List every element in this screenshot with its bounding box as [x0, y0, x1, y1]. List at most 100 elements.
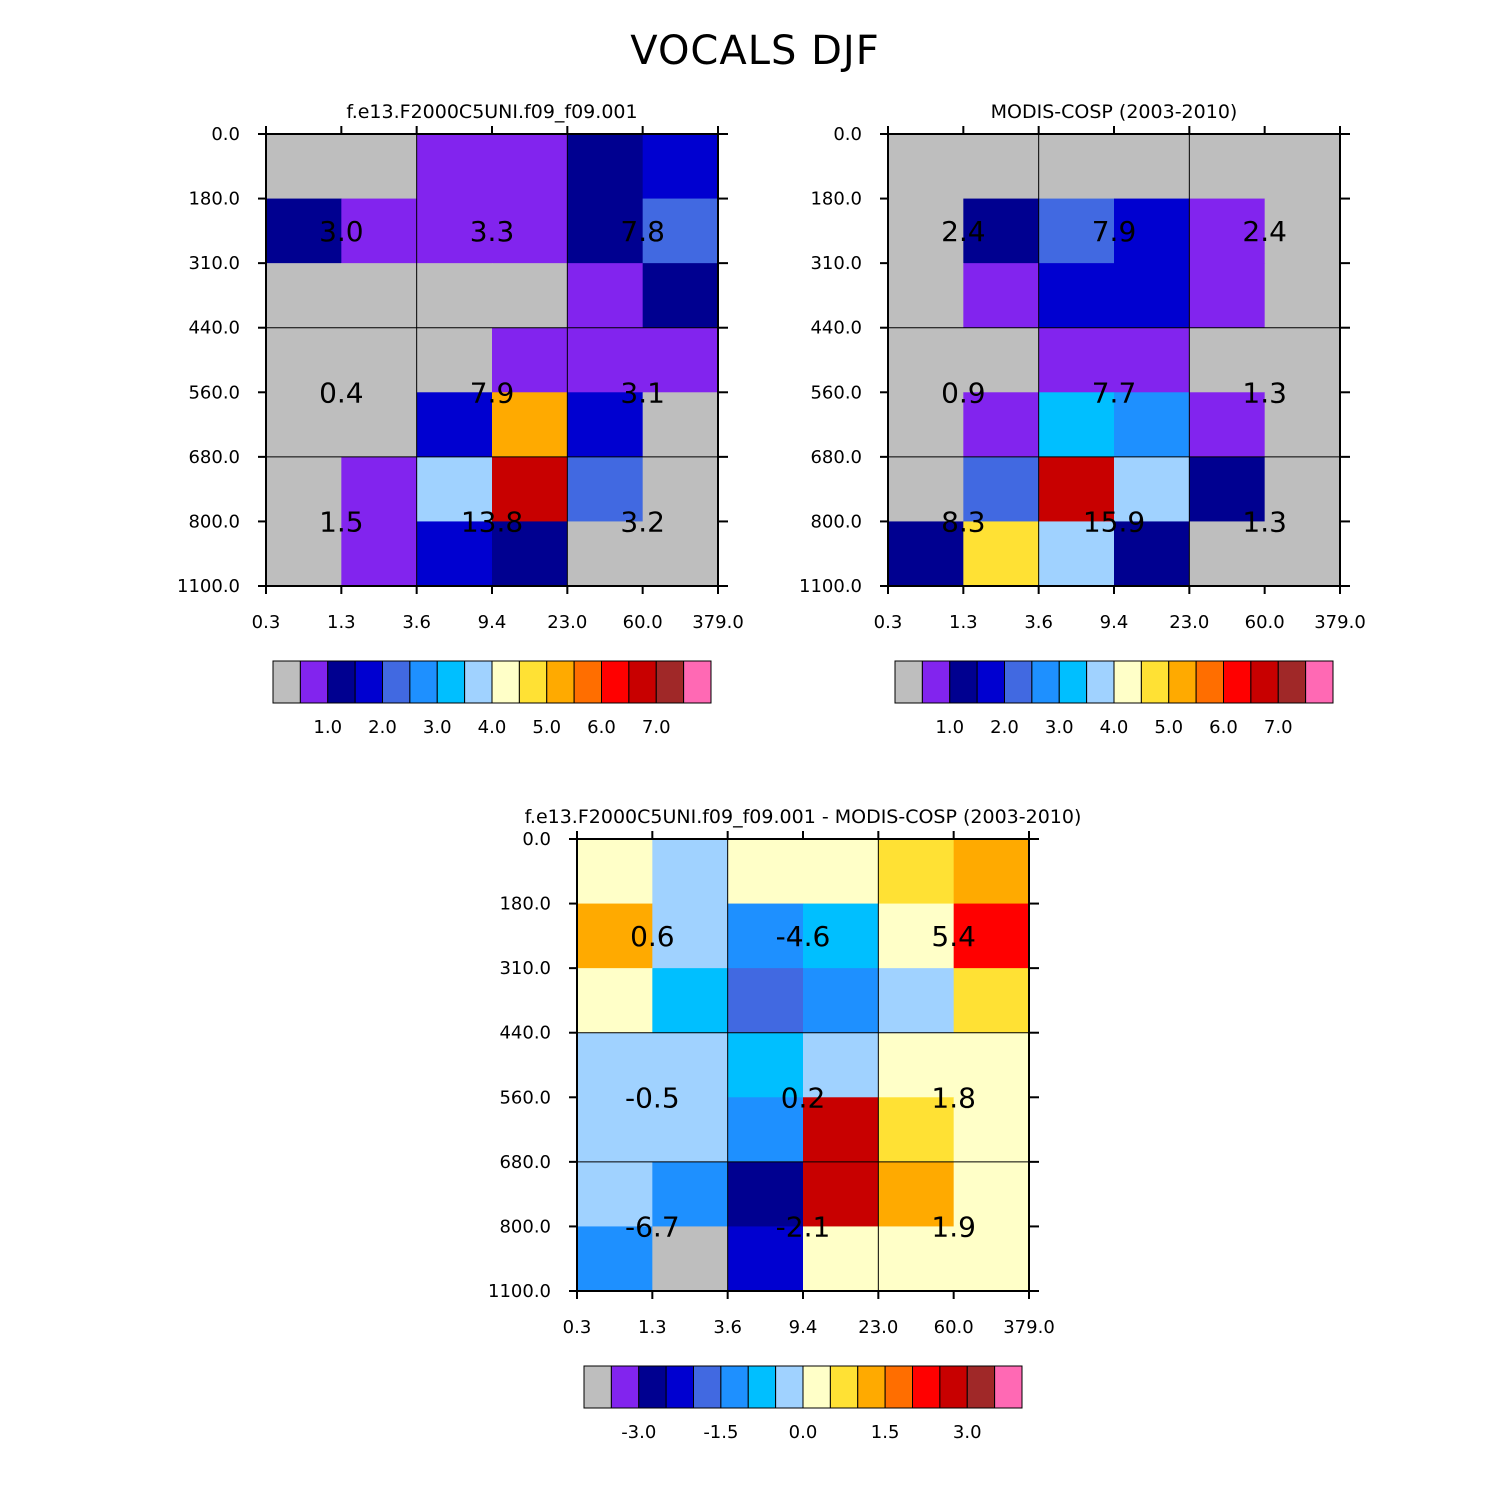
y-tick-label: 440.0: [188, 318, 240, 339]
heatmap-cell: [1038, 521, 1115, 587]
block-value-label: 0.9: [941, 376, 986, 409]
y-tick-label: 560.0: [499, 1087, 551, 1108]
x-tick-label: 0.3: [252, 612, 281, 633]
heatmap-cell: [888, 198, 964, 264]
heatmap-cell: [567, 198, 644, 264]
colorbar-swatch: [921, 660, 951, 704]
block-value-label: 1.5: [319, 505, 364, 538]
block-value-label: 1.9: [931, 1210, 976, 1243]
heatmap-cell: [642, 198, 719, 264]
colorbar-label: -3.0: [621, 1422, 656, 1443]
y-tick-label: 1100.0: [799, 576, 862, 597]
heatmap-cell: [567, 456, 644, 522]
heatmap-cell: [1114, 392, 1190, 458]
colorbar-label: 3.0: [953, 1422, 982, 1443]
heatmap-cell: [878, 1161, 955, 1227]
block-value-label: 13.8: [461, 505, 523, 538]
heatmap-cell: [642, 456, 719, 522]
block-value-label: 1.3: [1242, 505, 1287, 538]
heatmap-cell: [803, 968, 879, 1034]
y-tick-label: 560.0: [810, 382, 862, 403]
heatmap-cell: [652, 1161, 729, 1227]
heatmap-cell: [341, 134, 418, 200]
colorbar-swatch: [1223, 660, 1252, 704]
heatmap-cell: [888, 521, 964, 587]
block-value-label: 2.4: [941, 215, 986, 248]
heatmap-cell: [341, 263, 418, 329]
heatmap-cell: [577, 1032, 653, 1098]
heatmap-cell: [1114, 263, 1190, 329]
y-tick-label: 680.0: [188, 447, 240, 468]
x-tick-label: 9.4: [1100, 612, 1129, 633]
heatmap-cell: [492, 198, 568, 264]
colorbar-swatch: [802, 1365, 831, 1409]
x-tick-label: 379.0: [692, 612, 744, 633]
heatmap-cell: [642, 327, 719, 393]
y-tick-label: 1100.0: [488, 1281, 551, 1302]
heatmap-cell: [953, 1161, 1030, 1227]
heatmap-cell: [567, 521, 644, 587]
heatmap-cell: [1264, 263, 1341, 329]
heatmap-cell: [642, 392, 719, 458]
colorbar-swatch: [939, 1365, 968, 1409]
heatmap-cell: [416, 198, 493, 264]
heatmap-cell: [1264, 456, 1341, 522]
heatmap-cell: [878, 1097, 955, 1163]
heatmap-cell: [1038, 456, 1115, 522]
y-tick-label: 1100.0: [177, 576, 240, 597]
y-tick-label: 310.0: [188, 253, 240, 274]
heatmap-cell: [1189, 134, 1266, 200]
colorbar-label: 5.0: [1154, 717, 1183, 738]
heatmap-cell: [803, 839, 879, 905]
heatmap-cell: [1038, 327, 1115, 393]
heatmap-cell: [492, 134, 568, 200]
colorbar-swatch: [1277, 660, 1307, 704]
heatmap-cell: [878, 839, 955, 905]
colorbar-swatch: [994, 1365, 1023, 1409]
block-value-label: 7.9: [470, 376, 515, 409]
colorbar-swatch: [912, 1365, 941, 1409]
colorbar-swatch: [299, 660, 329, 704]
x-tick-label: 379.0: [1003, 1317, 1055, 1338]
heatmap-cell: [727, 839, 804, 905]
heatmap-cell: [1264, 392, 1341, 458]
heatmap-cell: [577, 968, 653, 1034]
colorbar-swatch: [1031, 660, 1060, 704]
x-tick-label: 0.3: [874, 612, 903, 633]
colorbar-swatch: [464, 660, 493, 704]
colorbar-swatch: [1004, 660, 1033, 704]
block-value-label: 15.9: [1083, 505, 1145, 538]
heatmap-cell: [266, 134, 342, 200]
heatmap-cell: [727, 903, 804, 969]
heatmap-cell: [652, 1226, 729, 1292]
colorbar-label: 3.0: [1045, 717, 1074, 738]
heatmap-cell: [416, 327, 493, 393]
x-tick-label: 60.0: [1245, 612, 1285, 633]
heatmap-cell: [963, 327, 1040, 393]
x-tick-label: 3.6: [1024, 612, 1053, 633]
figure-title: VOCALS DJF: [630, 28, 880, 74]
colorbar-label: 7.0: [1264, 717, 1293, 738]
colorbar-label: 0.0: [789, 1422, 818, 1443]
colorbar-swatch: [1195, 660, 1224, 704]
heatmap-cell: [888, 134, 964, 200]
heatmap-cell: [803, 1161, 879, 1227]
y-tick-label: 180.0: [188, 189, 240, 210]
block-value-label: 3.1: [620, 376, 665, 409]
colorbar-swatch: [354, 660, 383, 704]
heatmap-cell: [888, 456, 964, 522]
heatmap-cell: [1189, 327, 1266, 393]
heatmap-cell: [1264, 134, 1341, 200]
heatmap-cell: [416, 263, 493, 329]
heatmap-cell: [953, 1097, 1030, 1163]
x-tick-label: 23.0: [1169, 612, 1209, 633]
heatmap-cell: [642, 263, 719, 329]
colorbar-label: 4.0: [478, 717, 507, 738]
x-tick-label: 0.3: [563, 1317, 592, 1338]
heatmap-cell: [577, 1161, 653, 1227]
heatmap-cell: [1264, 521, 1341, 587]
block-value-label: 5.4: [931, 920, 976, 953]
heatmap-cell: [416, 521, 493, 587]
block-value-label: 3.2: [620, 505, 665, 538]
